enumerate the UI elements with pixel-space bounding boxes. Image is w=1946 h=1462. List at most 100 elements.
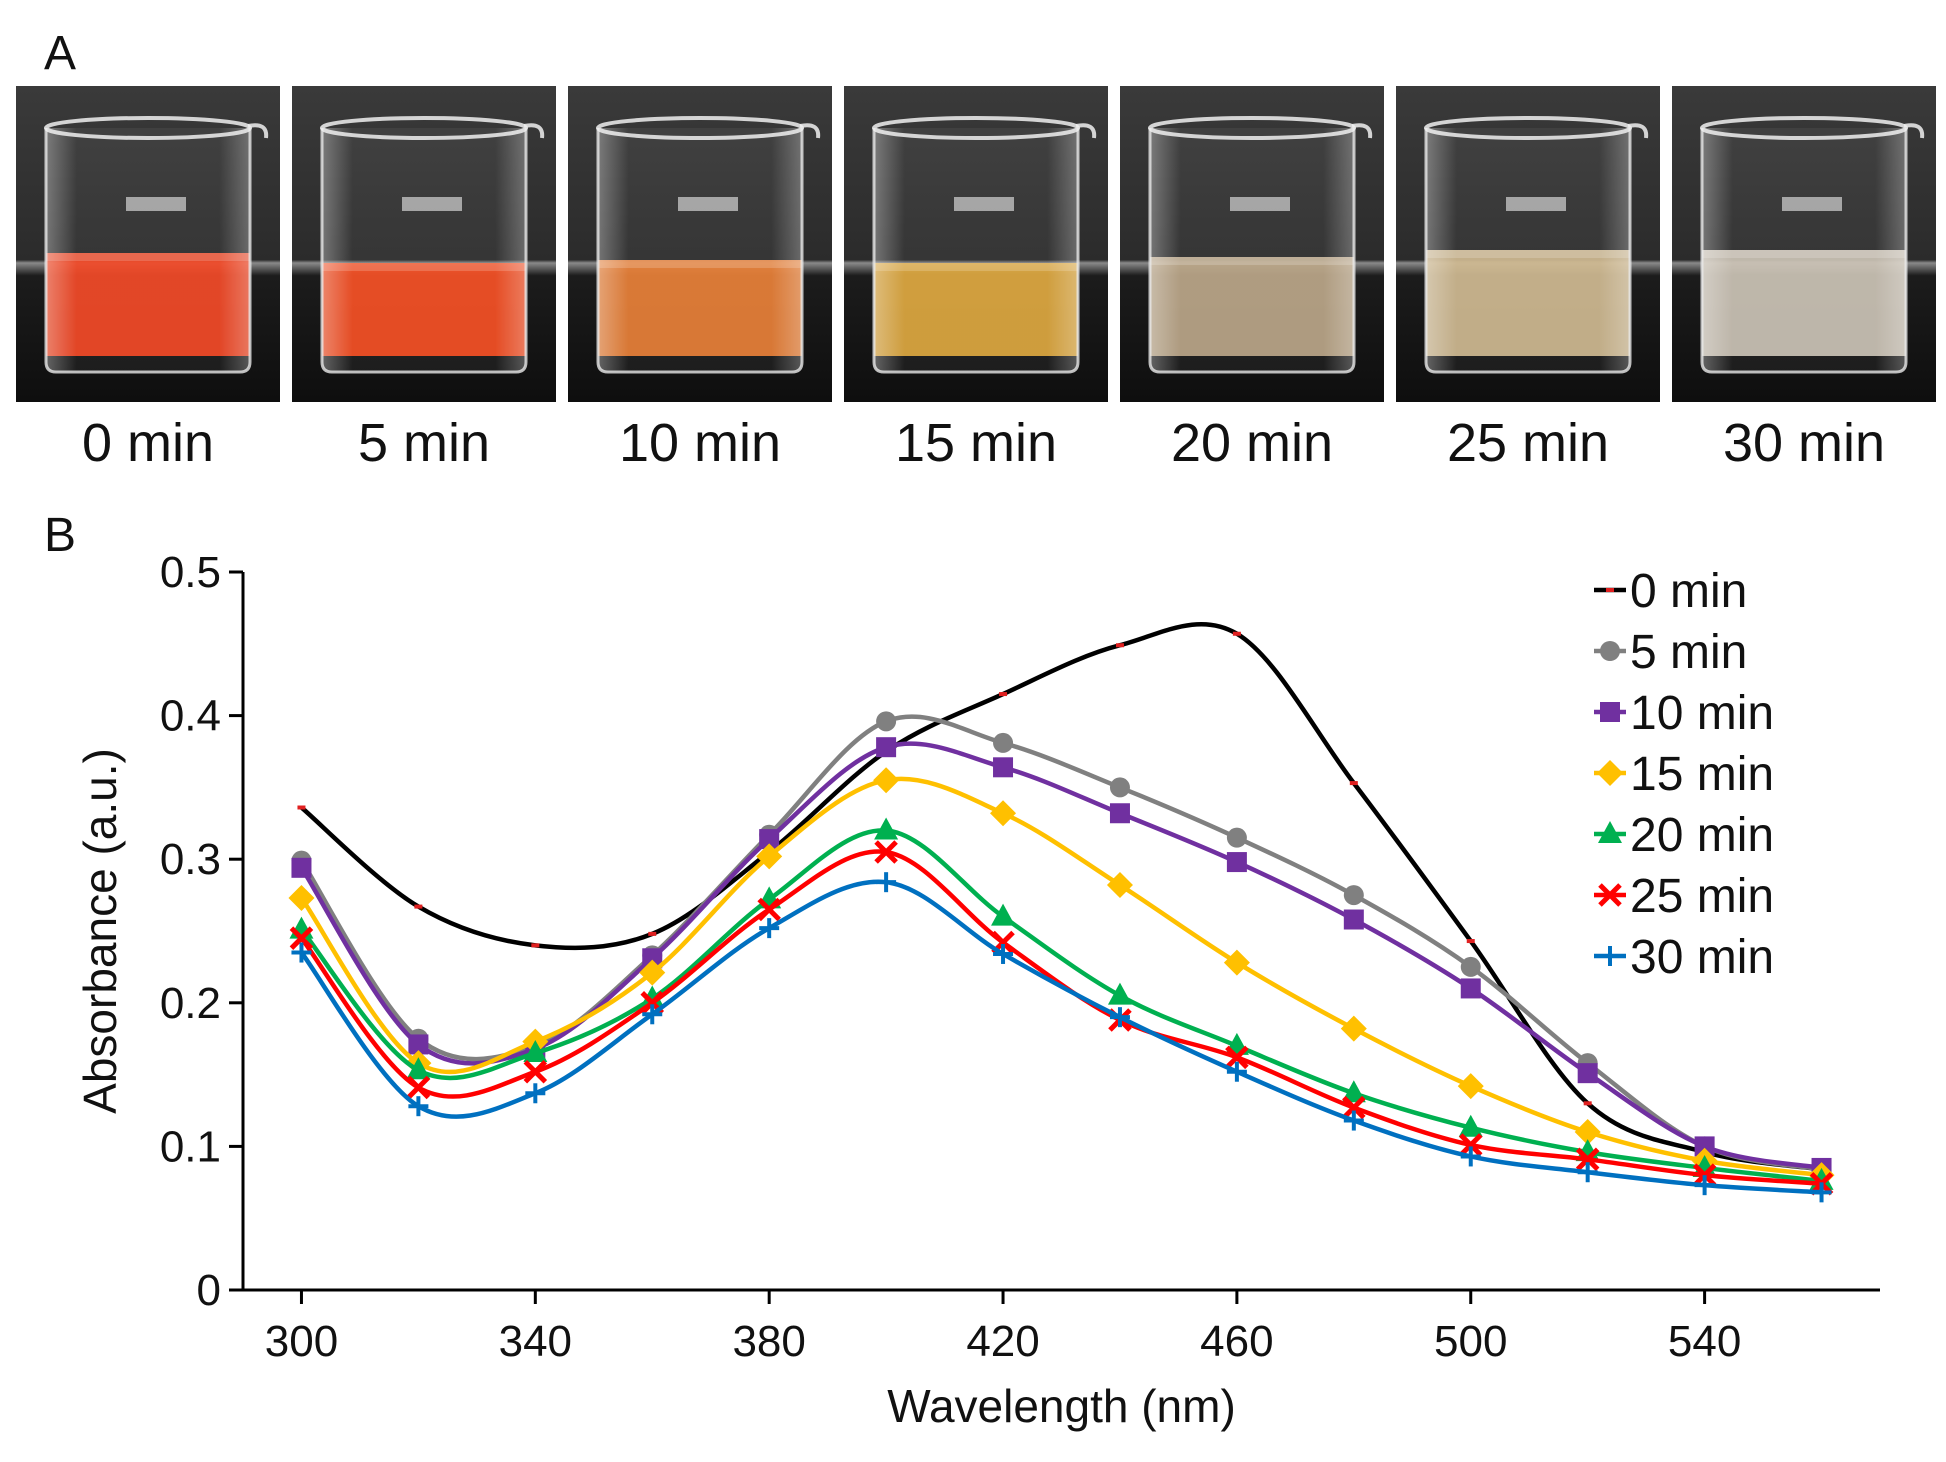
data-point (1811, 1182, 1832, 1203)
y-tick-label: 0 (197, 1266, 221, 1315)
data-point (759, 918, 780, 939)
legend-item: 30 min (1594, 931, 1774, 984)
data-point (1460, 956, 1481, 977)
data-point (406, 1075, 431, 1100)
data-point (642, 948, 663, 969)
beaker-photo (568, 86, 832, 402)
data-point (1694, 1136, 1715, 1157)
data-point (291, 942, 312, 963)
data-point (993, 757, 1014, 778)
legend-label: 25 min (1630, 870, 1774, 923)
data-point (993, 943, 1014, 964)
photo-time-label: 20 min (1170, 413, 1334, 473)
beaker-photo-strip (16, 86, 1936, 402)
data-point (406, 1057, 431, 1080)
x-tick-label: 460 (1200, 1317, 1273, 1366)
beaker-photo (1396, 86, 1660, 402)
data-point (640, 985, 665, 1008)
data-point (1343, 909, 1364, 930)
y-tick-label: 0.1 (160, 1122, 221, 1171)
data-point (1107, 982, 1132, 1005)
data-point (759, 829, 780, 850)
beaker-photo (844, 86, 1108, 402)
legend-marker (1600, 641, 1620, 661)
x-tick-label: 500 (1434, 1317, 1507, 1366)
legend-item: 5 min (1594, 626, 1747, 679)
data-point (642, 1004, 663, 1025)
data-point (1343, 885, 1364, 906)
data-point (288, 884, 315, 911)
legend: 0 min 5 min 10 min 15 min 20 min 25 min 30 min (1594, 565, 1774, 984)
photo-time-label: 25 min (1446, 413, 1610, 473)
legend-label: 15 min (1630, 748, 1774, 801)
data-point (1458, 1133, 1483, 1157)
y-tick-label: 0.5 (160, 548, 221, 597)
beaker-photo (1120, 86, 1384, 402)
series-line (299, 776, 1822, 1178)
data-point (1226, 1061, 1247, 1082)
y-axis-label: Absorbance (a.u.) (74, 748, 126, 1114)
beaker-photo (292, 86, 556, 402)
legend-marker (1598, 821, 1622, 843)
data-point (993, 732, 1014, 753)
data-point (523, 1059, 548, 1084)
data-point (990, 800, 1017, 827)
x-tick-label: 380 (732, 1317, 805, 1366)
legend-marker (1597, 760, 1623, 786)
photo-time-label: 5 min (357, 413, 491, 473)
data-point (1340, 1015, 1367, 1042)
photo-time-label: 0 min (81, 413, 215, 473)
data-point (1226, 827, 1247, 848)
x-tick-label: 420 (966, 1317, 1039, 1366)
y-tick-label: 0.2 (160, 979, 221, 1028)
series-30-min (291, 872, 1832, 1203)
legend-item: 15 min (1594, 748, 1774, 801)
photo-time-label: 30 min (1722, 413, 1886, 473)
legend-label: 20 min (1630, 809, 1774, 862)
data-point (408, 1096, 429, 1117)
legend-item: 20 min (1594, 809, 1774, 862)
data-point (1226, 852, 1247, 873)
data-point (876, 737, 897, 758)
y-tick-label: 0.3 (160, 835, 221, 884)
beaker-photo (16, 86, 280, 402)
data-point (1574, 1119, 1601, 1146)
series-15-min (288, 767, 1835, 1189)
legend-label: 30 min (1630, 931, 1774, 984)
data-point (1225, 1045, 1249, 1070)
data-point (1109, 803, 1130, 824)
data-point (1223, 949, 1250, 976)
y-tick-label: 0.4 (160, 692, 221, 741)
legend-marker (1600, 946, 1620, 966)
data-point (1109, 1007, 1130, 1028)
series-20-min (289, 817, 1834, 1190)
data-point (1342, 1095, 1366, 1120)
data-point (876, 872, 897, 893)
data-point (523, 1040, 548, 1063)
data-point (408, 1034, 429, 1055)
legend-item: 0 min (1594, 565, 1747, 618)
photo-time-label: 10 min (618, 413, 782, 473)
data-point (1457, 1073, 1484, 1100)
legend-label: 0 min (1630, 565, 1747, 618)
data-point (1106, 872, 1133, 899)
x-tick-label: 540 (1668, 1317, 1741, 1366)
data-point (525, 1083, 546, 1104)
panel-b-label: B (44, 509, 77, 562)
data-point (1575, 1147, 1600, 1172)
data-point (291, 857, 312, 878)
data-point (1692, 1163, 1717, 1187)
data-point (1694, 1175, 1715, 1196)
data-point (1341, 1080, 1366, 1103)
data-point (991, 903, 1016, 926)
x-tick-label: 340 (499, 1317, 572, 1366)
x-tick-label: 300 (265, 1317, 338, 1366)
series-line (300, 622, 1822, 1172)
legend-label: 10 min (1630, 687, 1774, 740)
legend-item: 10 min (1594, 687, 1774, 740)
data-point (756, 843, 783, 870)
legend-item: 25 min (1594, 870, 1774, 923)
data-point (639, 959, 666, 986)
data-point (1577, 1063, 1598, 1084)
